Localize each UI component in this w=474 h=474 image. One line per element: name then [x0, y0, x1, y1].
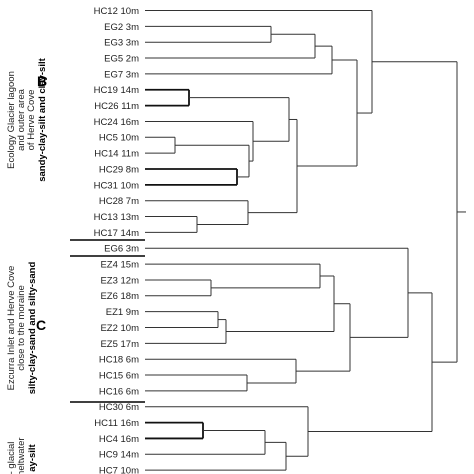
- group-d-line-2: meltwater: [16, 437, 27, 474]
- leaf-label: HC5 10m: [99, 133, 139, 144]
- leaf-label: HC13 13m: [94, 212, 139, 223]
- leaf-label: EG3 3m: [104, 38, 139, 49]
- group-d-line-1: - glacial: [6, 442, 17, 474]
- leaf-label: HC14 11m: [94, 149, 139, 160]
- leaf-label: HC31 10m: [94, 180, 139, 191]
- leaf-label: HC28 7m: [99, 196, 139, 207]
- leaf-label: EZ4 15m: [100, 260, 139, 271]
- group-b-line-2: and outer area: [16, 88, 27, 151]
- leaf-label: HC12 10m: [94, 6, 139, 17]
- leaf-label: HC29 8m: [99, 164, 139, 175]
- leaf-label: HC24 16m: [94, 117, 139, 128]
- leaf-label: EG7 3m: [104, 69, 139, 80]
- leaf-label: HC15 6m: [99, 370, 139, 381]
- group-letter-c: C: [36, 317, 46, 333]
- group-c-description: Ezcurra Inlet and Herve Cove close to th…: [6, 262, 38, 395]
- leaf-label: EZ6 18m: [100, 291, 139, 302]
- leaf-label: HC11 16m: [94, 418, 139, 429]
- group-b-description: Ecology Glacier lagoon and outer area of…: [6, 57, 48, 181]
- leaf-label: EG2 3m: [104, 22, 139, 33]
- group-c-line-2: close to the moraine: [16, 285, 27, 371]
- group-letter-b: B: [37, 73, 47, 89]
- leaf-label: EG6 3m: [104, 244, 139, 255]
- leaf-label: EZ2 10m: [100, 323, 139, 334]
- group-b-line-1: Ecology Glacier lagoon: [6, 71, 17, 169]
- leaf-label: HC4 16m: [99, 434, 139, 445]
- leaf-label: HC7 10m: [99, 466, 139, 474]
- leaf-label: EZ3 12m: [100, 275, 139, 286]
- leaf-label: EZ1 9m: [106, 307, 139, 318]
- group-b-line-3: of Herve Cove: [26, 90, 37, 151]
- leaf-labels: HC12 10m EG2 3m EG3 3m EG5 2m EG7 3m HC19 14m…: [94, 6, 140, 474]
- leaf-label: HC9 14m: [99, 450, 139, 461]
- leaf-label: HC17 14m: [94, 228, 139, 239]
- dendrogram-branches: [145, 10, 466, 471]
- group-d-sediment: ay-silt: [27, 443, 38, 471]
- leaf-label: HC16 6m: [99, 386, 139, 397]
- leaf-label: HC19 14m: [94, 85, 139, 96]
- leaf-label: HC18 6m: [99, 355, 139, 366]
- group-d-description: - glacial meltwater ay-silt: [6, 437, 38, 474]
- group-c-sediment: silty-clay-sand and silty-sand: [27, 262, 38, 395]
- leaf-label: EZ5 17m: [100, 339, 139, 350]
- leaf-label: HC30 6m: [99, 402, 139, 413]
- leaf-label: EG5 2m: [104, 53, 139, 64]
- group-b-sediment: sandy-clay-silt and clay-silt: [37, 57, 48, 181]
- group-c-line-1: Ezcurra Inlet and Herve Cove: [6, 266, 17, 391]
- leaf-label: HC26 11m: [94, 101, 139, 112]
